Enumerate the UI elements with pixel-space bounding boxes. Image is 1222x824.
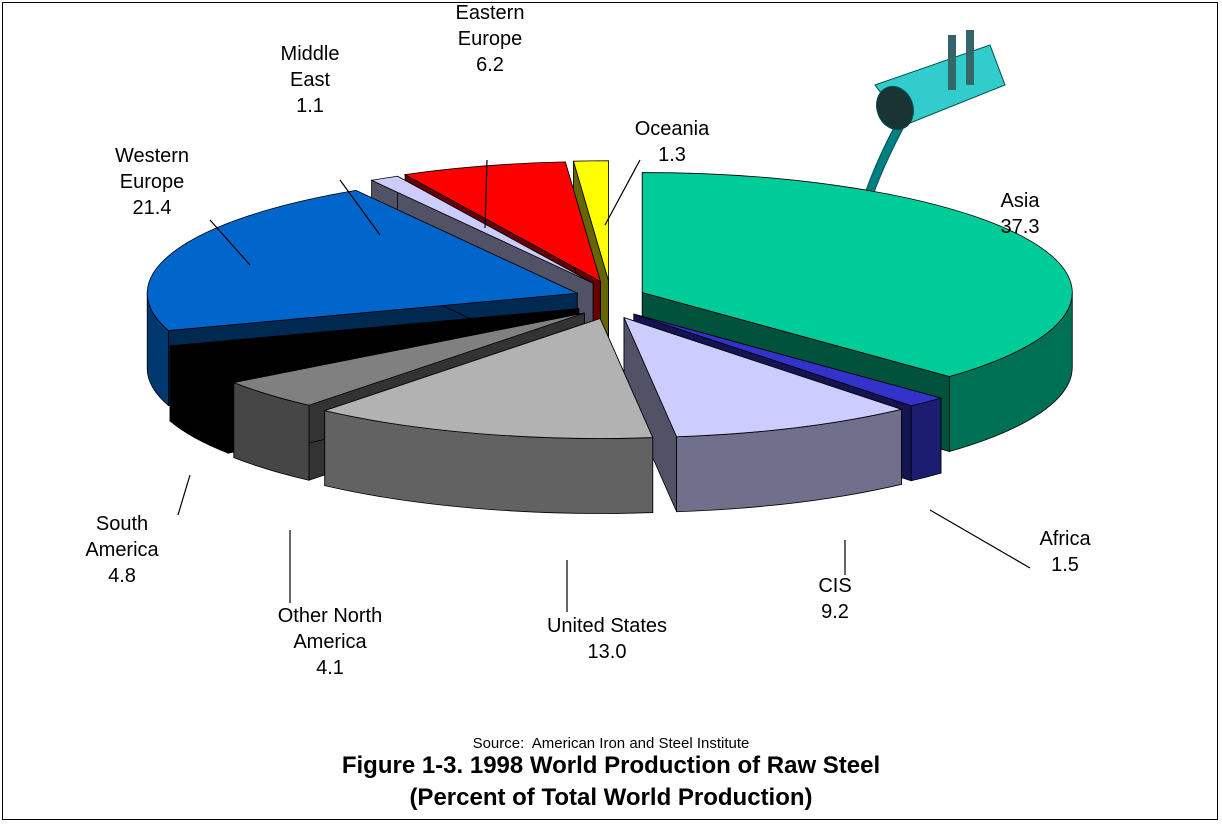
category-label: Africa (1010, 526, 1120, 552)
category-label: South America (67, 511, 177, 563)
source-note: Source: American Iron and Steel Institut… (0, 735, 1222, 752)
value-label: 9.2 (775, 599, 895, 625)
leader-line (605, 160, 640, 225)
value-label: 13.0 (507, 639, 707, 665)
value-label: 4.1 (250, 655, 410, 681)
value-label: 1.1 (270, 93, 350, 119)
category-label: Asia (960, 188, 1080, 214)
value-label: 37.3 (960, 214, 1080, 240)
category-label: Middle East (270, 41, 350, 93)
leader-line (178, 475, 190, 515)
chart (0, 0, 1222, 824)
value-label: 6.2 (430, 52, 550, 78)
category-label: Oceania (612, 116, 732, 142)
category-label: United States (507, 613, 707, 639)
page: Source: American Iron and Steel Institut… (0, 0, 1222, 824)
category-label: CIS (775, 573, 895, 599)
value-label: 4.8 (67, 563, 177, 589)
value-label: 1.3 (612, 142, 732, 168)
value-label: 1.5 (1010, 552, 1120, 578)
value-label: 21.4 (92, 195, 212, 221)
chart-subtitle: (Percent of Total World Production) (0, 784, 1222, 812)
category-label: Eastern Europe (430, 0, 550, 52)
category-label: Other North America (250, 603, 410, 655)
category-label: Western Europe (92, 143, 212, 195)
chart-title: Figure 1-3. 1998 World Production of Raw… (0, 752, 1222, 780)
slice-outer-wall (911, 398, 941, 481)
